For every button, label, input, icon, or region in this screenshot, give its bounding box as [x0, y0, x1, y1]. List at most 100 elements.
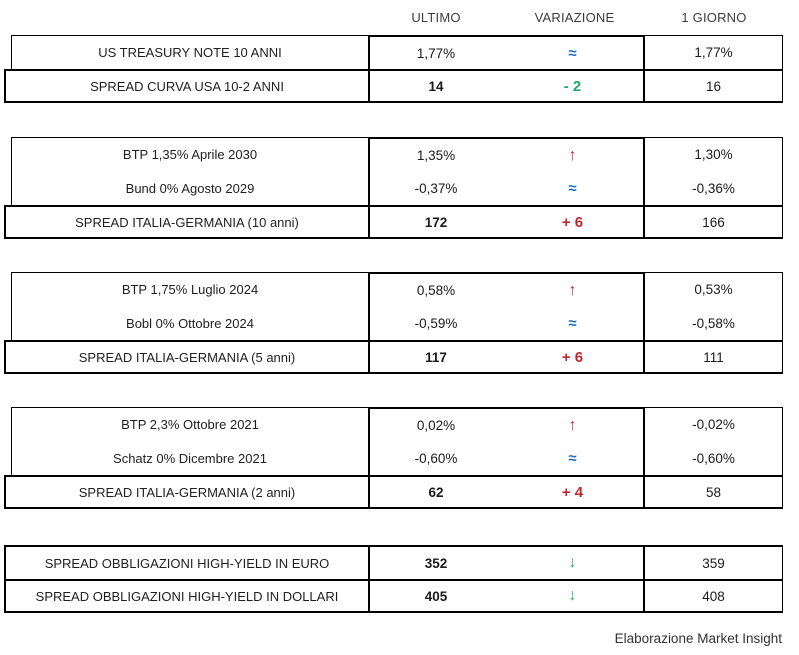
ultimo-variazione-cell: 1,35% ↑ -0,37% ≈	[368, 137, 645, 205]
giorno-cell: 1,77%	[645, 35, 783, 69]
row-label: SPREAD ITALIA-GERMANIA (2 anni)	[78, 484, 296, 500]
ultimo-variazione-cell: 14 - 2	[368, 69, 645, 103]
giorno-cell: 166	[645, 205, 783, 239]
ultimo-value: -0,37%	[414, 181, 458, 196]
column-header-1-giorno: 1 GIORNO	[681, 9, 747, 25]
spread-row: SPREAD OBBLIGAZIONI HIGH-YIELD IN DOLLAR…	[4, 579, 783, 613]
spread-row: SPREAD ITALIA-GERMANIA (2 anni) 62 + 4 5…	[4, 475, 783, 509]
giorno-cell: 16	[645, 69, 783, 103]
ultimo-value: 62	[428, 484, 444, 500]
up-arrow-icon: ↑	[568, 146, 577, 164]
giorno-value: -0,60%	[692, 450, 735, 466]
section-italia-germania-5-anni: BTP 1,75% Luglio 2024 Bobl 0% Ottobre 20…	[4, 272, 783, 374]
ultimo-value: 0,02%	[416, 418, 456, 433]
section-high-yield: SPREAD OBBLIGAZIONI HIGH-YIELD IN EURO 3…	[4, 545, 783, 613]
row-label: US TREASURY NOTE 10 ANNI	[98, 45, 282, 60]
ultimo-value: 405	[424, 588, 448, 604]
row-label-cell: SPREAD CURVA USA 10-2 ANNI	[4, 69, 368, 103]
row-label: SPREAD OBBLIGAZIONI HIGH-YIELD IN EURO	[44, 555, 330, 571]
spread-row: SPREAD ITALIA-GERMANIA (10 anni) 172 + 6…	[4, 205, 783, 239]
ultimo-variazione-cell: 352 ↓	[368, 545, 645, 579]
spread-row: SPREAD CURVA USA 10-2 ANNI 14 - 2 16	[4, 69, 783, 103]
ultimo-variazione-cell: 117 + 6	[368, 340, 645, 374]
ultimo-value: 1,35%	[416, 148, 456, 163]
source-credit: Elaborazione Market Insight	[614, 631, 782, 646]
bond-labels-cell: BTP 1,75% Luglio 2024 Bobl 0% Ottobre 20…	[11, 272, 368, 340]
row-label-cell: SPREAD ITALIA-GERMANIA (10 anni)	[4, 205, 368, 239]
ultimo-value: -0,60%	[414, 451, 458, 466]
ultimo-variazione-cell: 0,58% ↑ -0,59% ≈	[368, 272, 645, 340]
bond-label: Bobl 0% Ottobre 2024	[126, 315, 254, 331]
giorno-value: 111	[703, 349, 724, 365]
giorno-value: 408	[702, 588, 725, 604]
bond-label: BTP 1,75% Luglio 2024	[121, 282, 259, 298]
flat-change-icon: ≈	[568, 450, 577, 467]
down-arrow-icon: ↓	[568, 554, 577, 571]
ultimo-variazione-cell: 0,02% ↑ -0,60% ≈	[368, 407, 645, 475]
row-label-cell: SPREAD ITALIA-GERMANIA (5 anni)	[4, 340, 368, 374]
flat-change-icon: ≈	[568, 44, 577, 62]
spread-row: SPREAD ITALIA-GERMANIA (5 anni) 117 + 6 …	[4, 340, 783, 374]
row-label-cell: US TREASURY NOTE 10 ANNI	[11, 35, 368, 69]
giorno-value: -0,58%	[692, 315, 735, 331]
section-italia-germania-10-anni: BTP 1,35% Aprile 2030 Bund 0% Agosto 202…	[4, 137, 783, 239]
row-label-cell: SPREAD OBBLIGAZIONI HIGH-YIELD IN EURO	[4, 545, 368, 579]
row-label-cell: SPREAD ITALIA-GERMANIA (2 anni)	[4, 475, 368, 509]
column-header-ultimo: ULTIMO	[411, 9, 461, 25]
giorno-cell: 408	[645, 579, 783, 613]
down-arrow-icon: ↓	[568, 587, 577, 604]
change-value: + 4	[561, 483, 584, 501]
bond-labels-cell: BTP 2,3% Ottobre 2021 Schatz 0% Dicembre…	[11, 407, 368, 475]
row-label: SPREAD CURVA USA 10-2 ANNI	[90, 78, 284, 94]
ultimo-value: 14	[428, 78, 444, 94]
giorno-value: -0,02%	[692, 417, 735, 433]
change-value: + 6	[561, 348, 584, 366]
giorno-value: 359	[702, 555, 725, 571]
giorno-value: 16	[705, 78, 722, 94]
up-arrow-icon: ↑	[568, 416, 577, 434]
column-header-variazione: VARIAZIONE	[534, 9, 615, 25]
section-us-treasury: US TREASURY NOTE 10 ANNI 1,77% ≈ 1,77% S…	[4, 35, 783, 103]
giorno-value: -0,36%	[692, 180, 735, 196]
giorno-cell: 359	[645, 545, 783, 579]
bond-label: Bund 0% Agosto 2029	[125, 180, 255, 196]
row-label: SPREAD OBBLIGAZIONI HIGH-YIELD IN DOLLAR…	[35, 588, 339, 604]
row-label: SPREAD ITALIA-GERMANIA (10 anni)	[75, 214, 299, 230]
section-italia-germania-2-anni: BTP 2,3% Ottobre 2021 Schatz 0% Dicembre…	[4, 407, 783, 509]
ultimo-value: 1,77%	[416, 45, 456, 61]
giorno-value: 0,53%	[694, 282, 733, 298]
bond-label: BTP 1,35% Aprile 2030	[122, 147, 258, 163]
ultimo-variazione-cell: 62 + 4	[368, 475, 645, 509]
giorno-value: 1,30%	[694, 147, 733, 163]
giorno-cell: 1,30% -0,36%	[645, 137, 783, 205]
bond-label: BTP 2,3% Ottobre 2021	[121, 417, 259, 433]
bond-rows: BTP 2,3% Ottobre 2021 Schatz 0% Dicembre…	[11, 407, 783, 475]
giorno-value: 166	[702, 214, 725, 230]
ultimo-value: 117	[425, 349, 447, 365]
giorno-value: 58	[705, 484, 722, 500]
change-value: - 2	[563, 77, 582, 95]
ultimo-value: 172	[424, 214, 448, 230]
flat-change-icon: ≈	[568, 315, 577, 332]
ultimo-variazione-cell: 1,77% ≈	[368, 35, 645, 69]
ultimo-value: 352	[424, 555, 448, 571]
giorno-cell: 0,53% -0,58%	[645, 272, 783, 340]
giorno-cell: -0,02% -0,60%	[645, 407, 783, 475]
row-label: SPREAD ITALIA-GERMANIA (5 anni)	[78, 349, 296, 365]
bond-labels-cell: BTP 1,35% Aprile 2030 Bund 0% Agosto 202…	[11, 137, 368, 205]
bond-rows: BTP 1,75% Luglio 2024 Bobl 0% Ottobre 20…	[11, 272, 783, 340]
change-value: + 6	[561, 213, 584, 231]
up-arrow-icon: ↑	[568, 281, 577, 299]
giorno-cell: 111	[645, 340, 783, 374]
flat-change-icon: ≈	[568, 180, 577, 197]
spread-row: SPREAD OBBLIGAZIONI HIGH-YIELD IN EURO 3…	[4, 545, 783, 579]
ultimo-variazione-cell: 405 ↓	[368, 579, 645, 613]
label-column-spacer	[11, 7, 368, 27]
table-row: US TREASURY NOTE 10 ANNI 1,77% ≈ 1,77%	[11, 35, 783, 69]
bond-rows: BTP 1,35% Aprile 2030 Bund 0% Agosto 202…	[11, 137, 783, 205]
giorno-cell: 58	[645, 475, 783, 509]
ultimo-variazione-cell: 172 + 6	[368, 205, 645, 239]
ultimo-value: 0,58%	[416, 283, 456, 298]
bond-label: Schatz 0% Dicembre 2021	[113, 450, 267, 466]
